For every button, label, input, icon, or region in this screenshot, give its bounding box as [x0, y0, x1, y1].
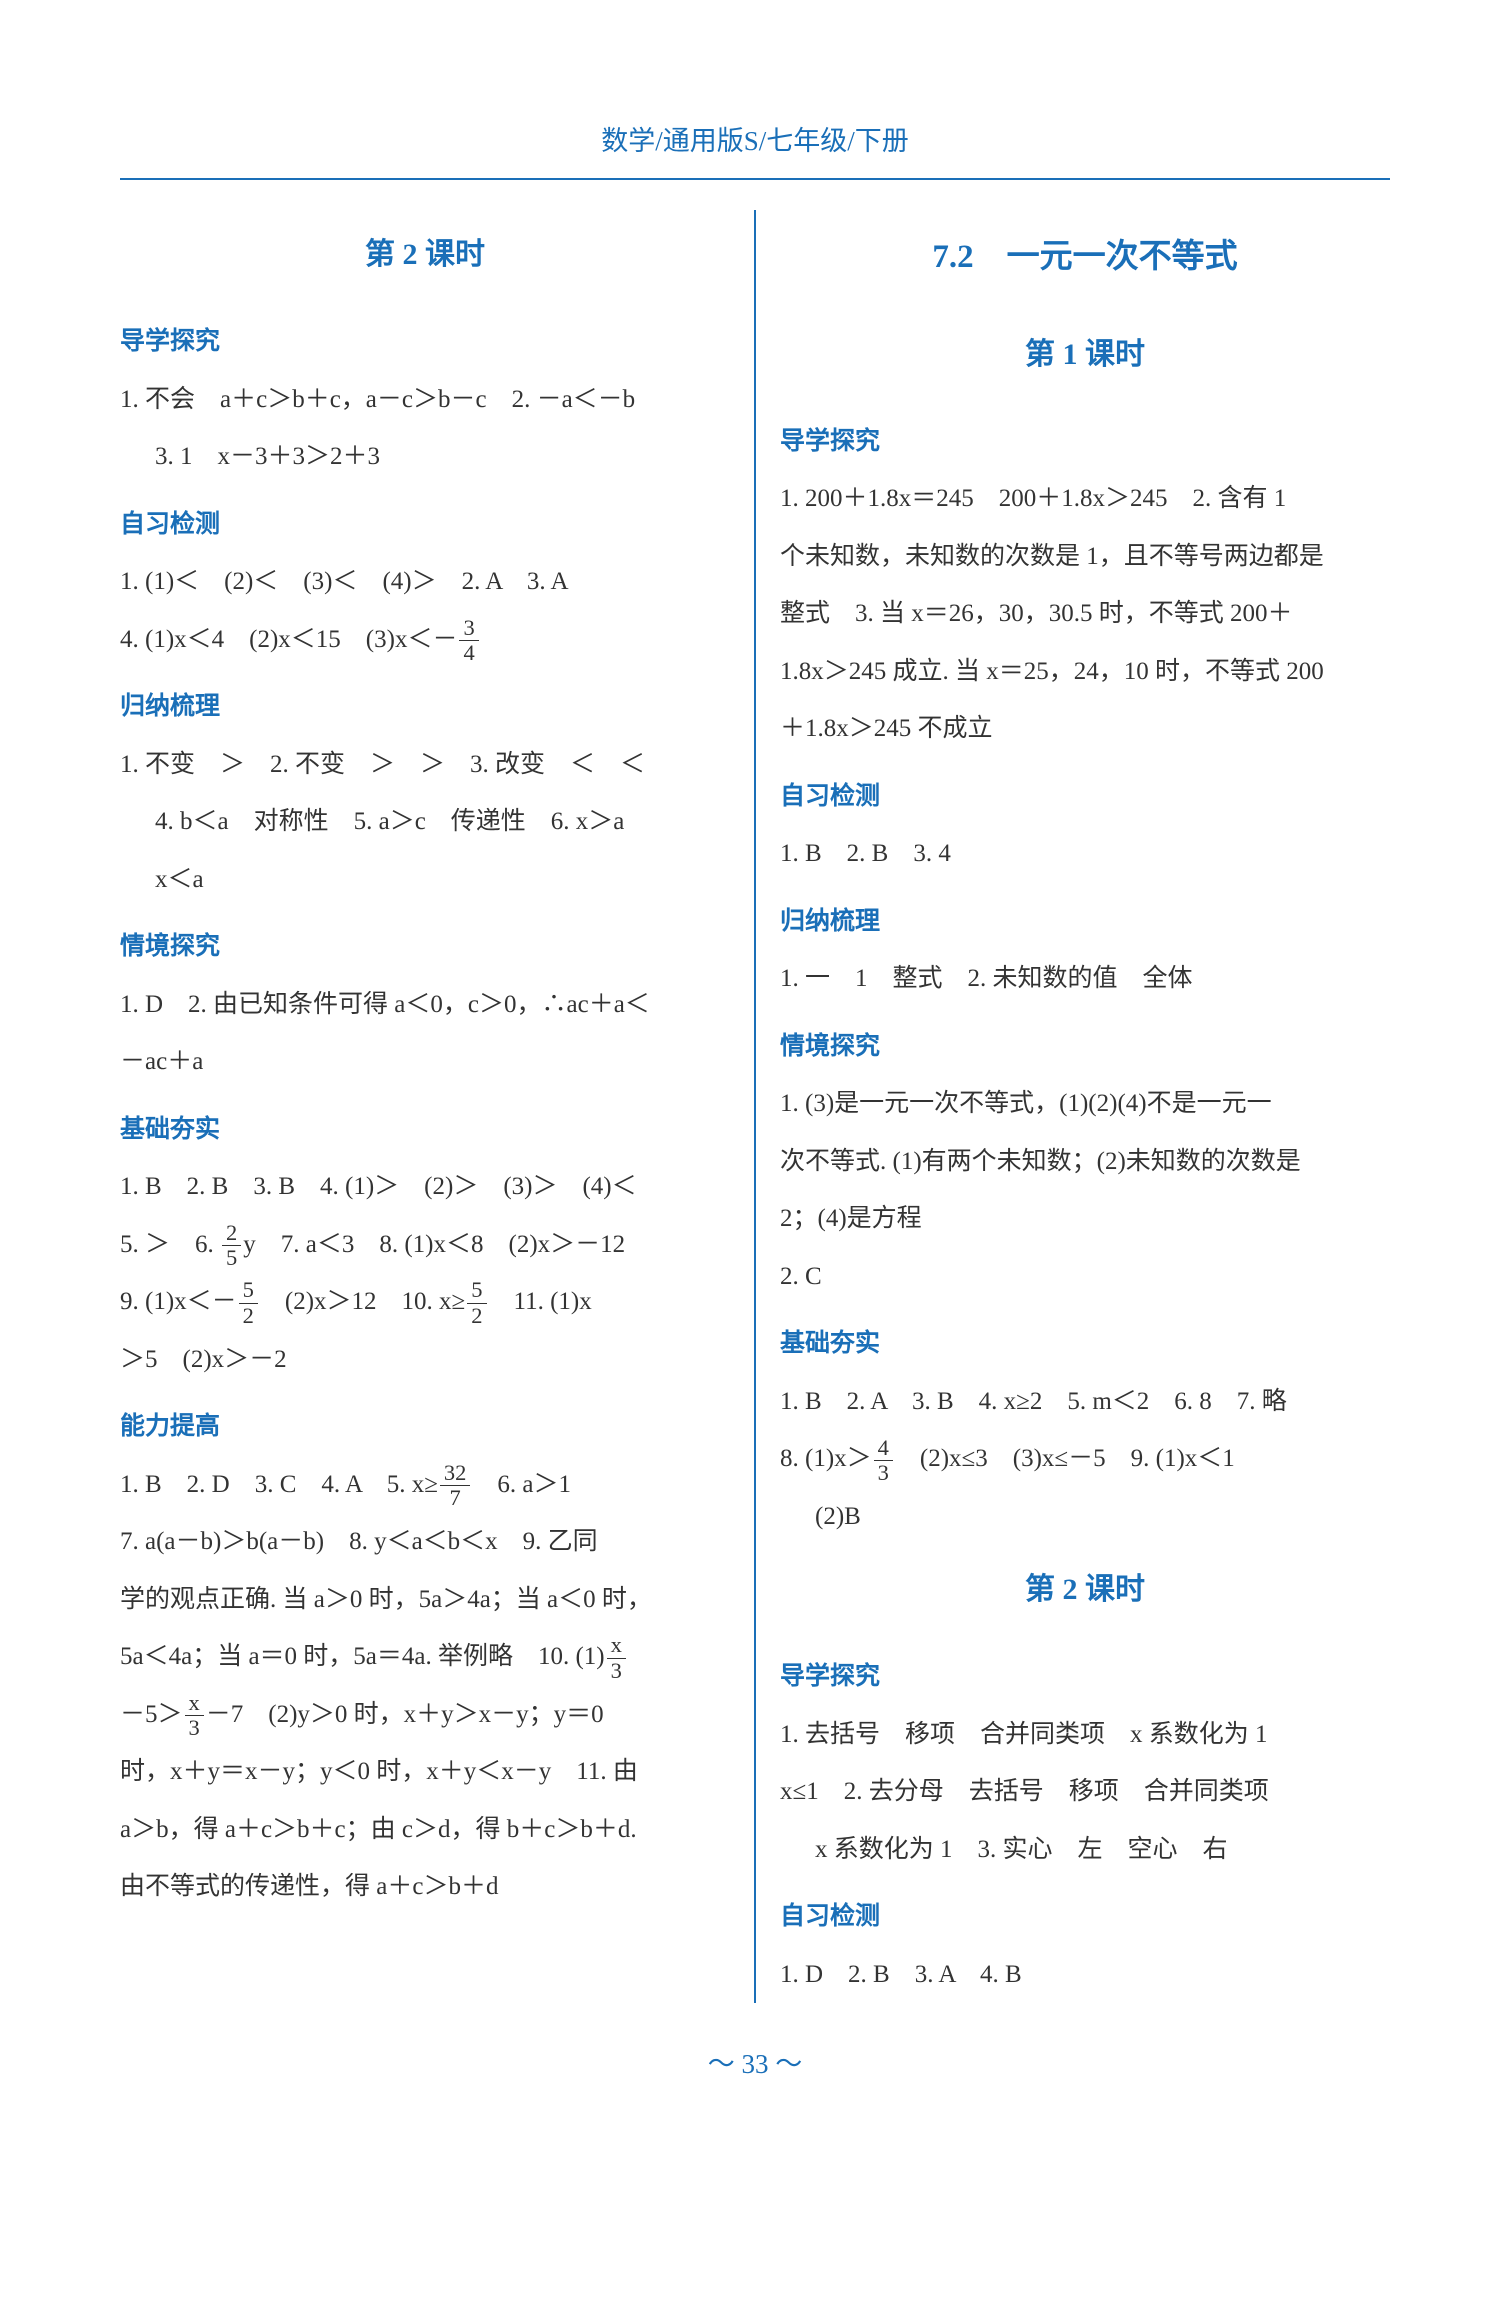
text-line: 5a＜4a；当 a＝0 时，5a＝4a. 举例略 10. (1)x3 — [120, 1628, 730, 1686]
text-line: 1. (3)是一元一次不等式，(1)(2)(4)不是一元一 — [780, 1075, 1390, 1133]
left-column: 第 2 课时 导学探究 1. 不会 a＋c＞b＋c，a－c＞b－c 2. －a＜… — [120, 210, 754, 2003]
text-line: 1. B 2. A 3. B 4. x≥2 5. m＜2 6. 8 7. 略 — [780, 1373, 1390, 1431]
lesson-title-right-2: 第 2 课时 — [780, 1555, 1390, 1624]
text-line: 4. b＜a 对称性 5. a＞c 传递性 6. x＞a — [120, 793, 730, 851]
text-line: x≤1 2. 去分母 去括号 移项 合并同类项 — [780, 1763, 1390, 1821]
text-line: 1. 不会 a＋c＞b＋c，a－c＞b－c 2. －a＜－b — [120, 371, 730, 429]
text-line: 4. (1)x＜4 (2)x＜15 (3)x＜－34 — [120, 611, 730, 669]
text-line: 7. a(a－b)＞b(a－b) 8. y＜a＜b＜x 9. 乙同 — [120, 1513, 730, 1571]
text-line: 个未知数，未知数的次数是 1，且不等号两边都是 — [780, 528, 1390, 586]
text-line: 由不等式的传递性，得 a＋c＞b＋d — [120, 1858, 730, 1916]
text-line: 2；(4)是方程 — [780, 1190, 1390, 1248]
page-number: ～ 33 ～ — [120, 2033, 1390, 2095]
two-column-layout: 第 2 课时 导学探究 1. 不会 a＋c＞b＋c，a－c＞b－c 2. －a＜… — [120, 210, 1390, 2003]
text-line: 次不等式. (1)有两个未知数；(2)未知数的次数是 — [780, 1133, 1390, 1191]
text-line: x＜a — [120, 851, 730, 909]
text-span: 11. (1)x — [489, 1288, 592, 1315]
heading-nengli: 能力提高 — [120, 1398, 730, 1456]
heading-jichu-r: 基础夯实 — [780, 1315, 1390, 1373]
heading-qingjing: 情境探究 — [120, 918, 730, 976]
text-line: 1. (1)＜ (2)＜ (3)＜ (4)＞ 2. A 3. A — [120, 553, 730, 611]
fraction: 43 — [874, 1436, 893, 1487]
fraction: 327 — [440, 1461, 471, 1512]
text-line: 1. 200＋1.8x＝245 200＋1.8x＞245 2. 含有 1 — [780, 470, 1390, 528]
heading-guina-r: 归纳梳理 — [780, 893, 1390, 951]
heading-qingjing-r: 情境探究 — [780, 1018, 1390, 1076]
text-span: (2)x≤3 (3)x≤－5 9. (1)x＜1 — [895, 1445, 1235, 1472]
fraction: 52 — [239, 1278, 258, 1329]
heading-zixi-r2: 自习检测 — [780, 1888, 1390, 1946]
text-line: －5＞x3－7 (2)y＞0 时，x＋y＞x－y；y＝0 — [120, 1686, 730, 1744]
text-line: －ac＋a — [120, 1033, 730, 1091]
text-span: 9. (1)x＜－ — [120, 1288, 237, 1315]
text-span: 6. a＞1 — [472, 1471, 571, 1498]
text-line: x 系数化为 1 3. 实心 左 空心 右 — [780, 1821, 1390, 1879]
text-line: 1.8x＞245 成立. 当 x＝25，24，10 时，不等式 200 — [780, 643, 1390, 701]
page-header: 数学/通用版S/七年级/下册 — [120, 110, 1390, 180]
text-line: 9. (1)x＜－52 (2)x＞12 10. x≥52 11. (1)x — [120, 1273, 730, 1331]
text-line: 3. 1 x－3＋3＞2＋3 — [120, 428, 730, 486]
text-line: 1. 不变 ＞ 2. 不变 ＞ ＞ 3. 改变 ＜ ＜ — [120, 736, 730, 794]
text-line: 2. C — [780, 1248, 1390, 1306]
chapter-title: 7.2 一元一次不等式 — [780, 220, 1390, 296]
text-line: 整式 3. 当 x＝26，30，30.5 时，不等式 200＋ — [780, 585, 1390, 643]
heading-guina: 归纳梳理 — [120, 678, 730, 736]
text-line: (2)B — [780, 1488, 1390, 1546]
lesson-title-left: 第 2 课时 — [120, 220, 730, 289]
text-line: 1. B 2. B 3. 4 — [780, 825, 1390, 883]
text-line: 时，x＋y＝x－y；y＜0 时，x＋y＜x－y 11. 由 — [120, 1743, 730, 1801]
text-span: 5. ＞ 6. — [120, 1231, 220, 1258]
text-line: 1. 去括号 移项 合并同类项 x 系数化为 1 — [780, 1706, 1390, 1764]
lesson-title-right-1: 第 1 课时 — [780, 320, 1390, 389]
text-span: 8. (1)x＞ — [780, 1445, 872, 1472]
text-line: ＞5 (2)x＞－2 — [120, 1331, 730, 1389]
text-span: 1. B 2. D 3. C 4. A 5. x≥ — [120, 1471, 438, 1498]
text-line: 5. ＞ 6. 25y 7. a＜3 8. (1)x＜8 (2)x＞－12 — [120, 1216, 730, 1274]
fraction: 25 — [222, 1221, 241, 1272]
heading-daoxue-r2: 导学探究 — [780, 1648, 1390, 1706]
heading-jichu: 基础夯实 — [120, 1101, 730, 1159]
text-span: 4. (1)x＜4 (2)x＜15 (3)x＜－ — [120, 626, 457, 653]
text-span: y 7. a＜3 8. (1)x＜8 (2)x＞－12 — [243, 1231, 625, 1258]
text-line: 1. B 2. D 3. C 4. A 5. x≥327 6. a＞1 — [120, 1456, 730, 1514]
fraction: x3 — [607, 1633, 626, 1684]
fraction: 34 — [459, 616, 478, 667]
text-line: 学的观点正确. 当 a＞0 时，5a＞4a；当 a＜0 时， — [120, 1571, 730, 1629]
fraction: x3 — [185, 1691, 204, 1742]
text-span: (2)x＞12 10. x≥ — [260, 1288, 465, 1315]
heading-daoxue-r: 导学探究 — [780, 413, 1390, 471]
heading-daoxue: 导学探究 — [120, 313, 730, 371]
text-line: 1. B 2. B 3. B 4. (1)＞ (2)＞ (3)＞ (4)＜ — [120, 1158, 730, 1216]
text-line: ＋1.8x＞245 不成立 — [780, 700, 1390, 758]
heading-zixi: 自习检测 — [120, 496, 730, 554]
text-line: 1. D 2. 由已知条件可得 a＜0，c＞0，∴ac＋a＜ — [120, 976, 730, 1034]
text-line: a＞b，得 a＋c＞b＋c；由 c＞d，得 b＋c＞b＋d. — [120, 1801, 730, 1859]
heading-zixi-r: 自习检测 — [780, 768, 1390, 826]
text-span: －7 (2)y＞0 时，x＋y＞x－y；y＝0 — [206, 1701, 604, 1728]
text-line: 1. D 2. B 3. A 4. B — [780, 1946, 1390, 2004]
right-column: 7.2 一元一次不等式 第 1 课时 导学探究 1. 200＋1.8x＝245 … — [756, 210, 1390, 2003]
text-line: 1. 一 1 整式 2. 未知数的值 全体 — [780, 950, 1390, 1008]
text-span: 5a＜4a；当 a＝0 时，5a＝4a. 举例略 10. (1) — [120, 1643, 605, 1670]
text-line: 8. (1)x＞43 (2)x≤3 (3)x≤－5 9. (1)x＜1 — [780, 1430, 1390, 1488]
fraction: 52 — [467, 1278, 486, 1329]
text-span: －5＞ — [120, 1701, 183, 1728]
